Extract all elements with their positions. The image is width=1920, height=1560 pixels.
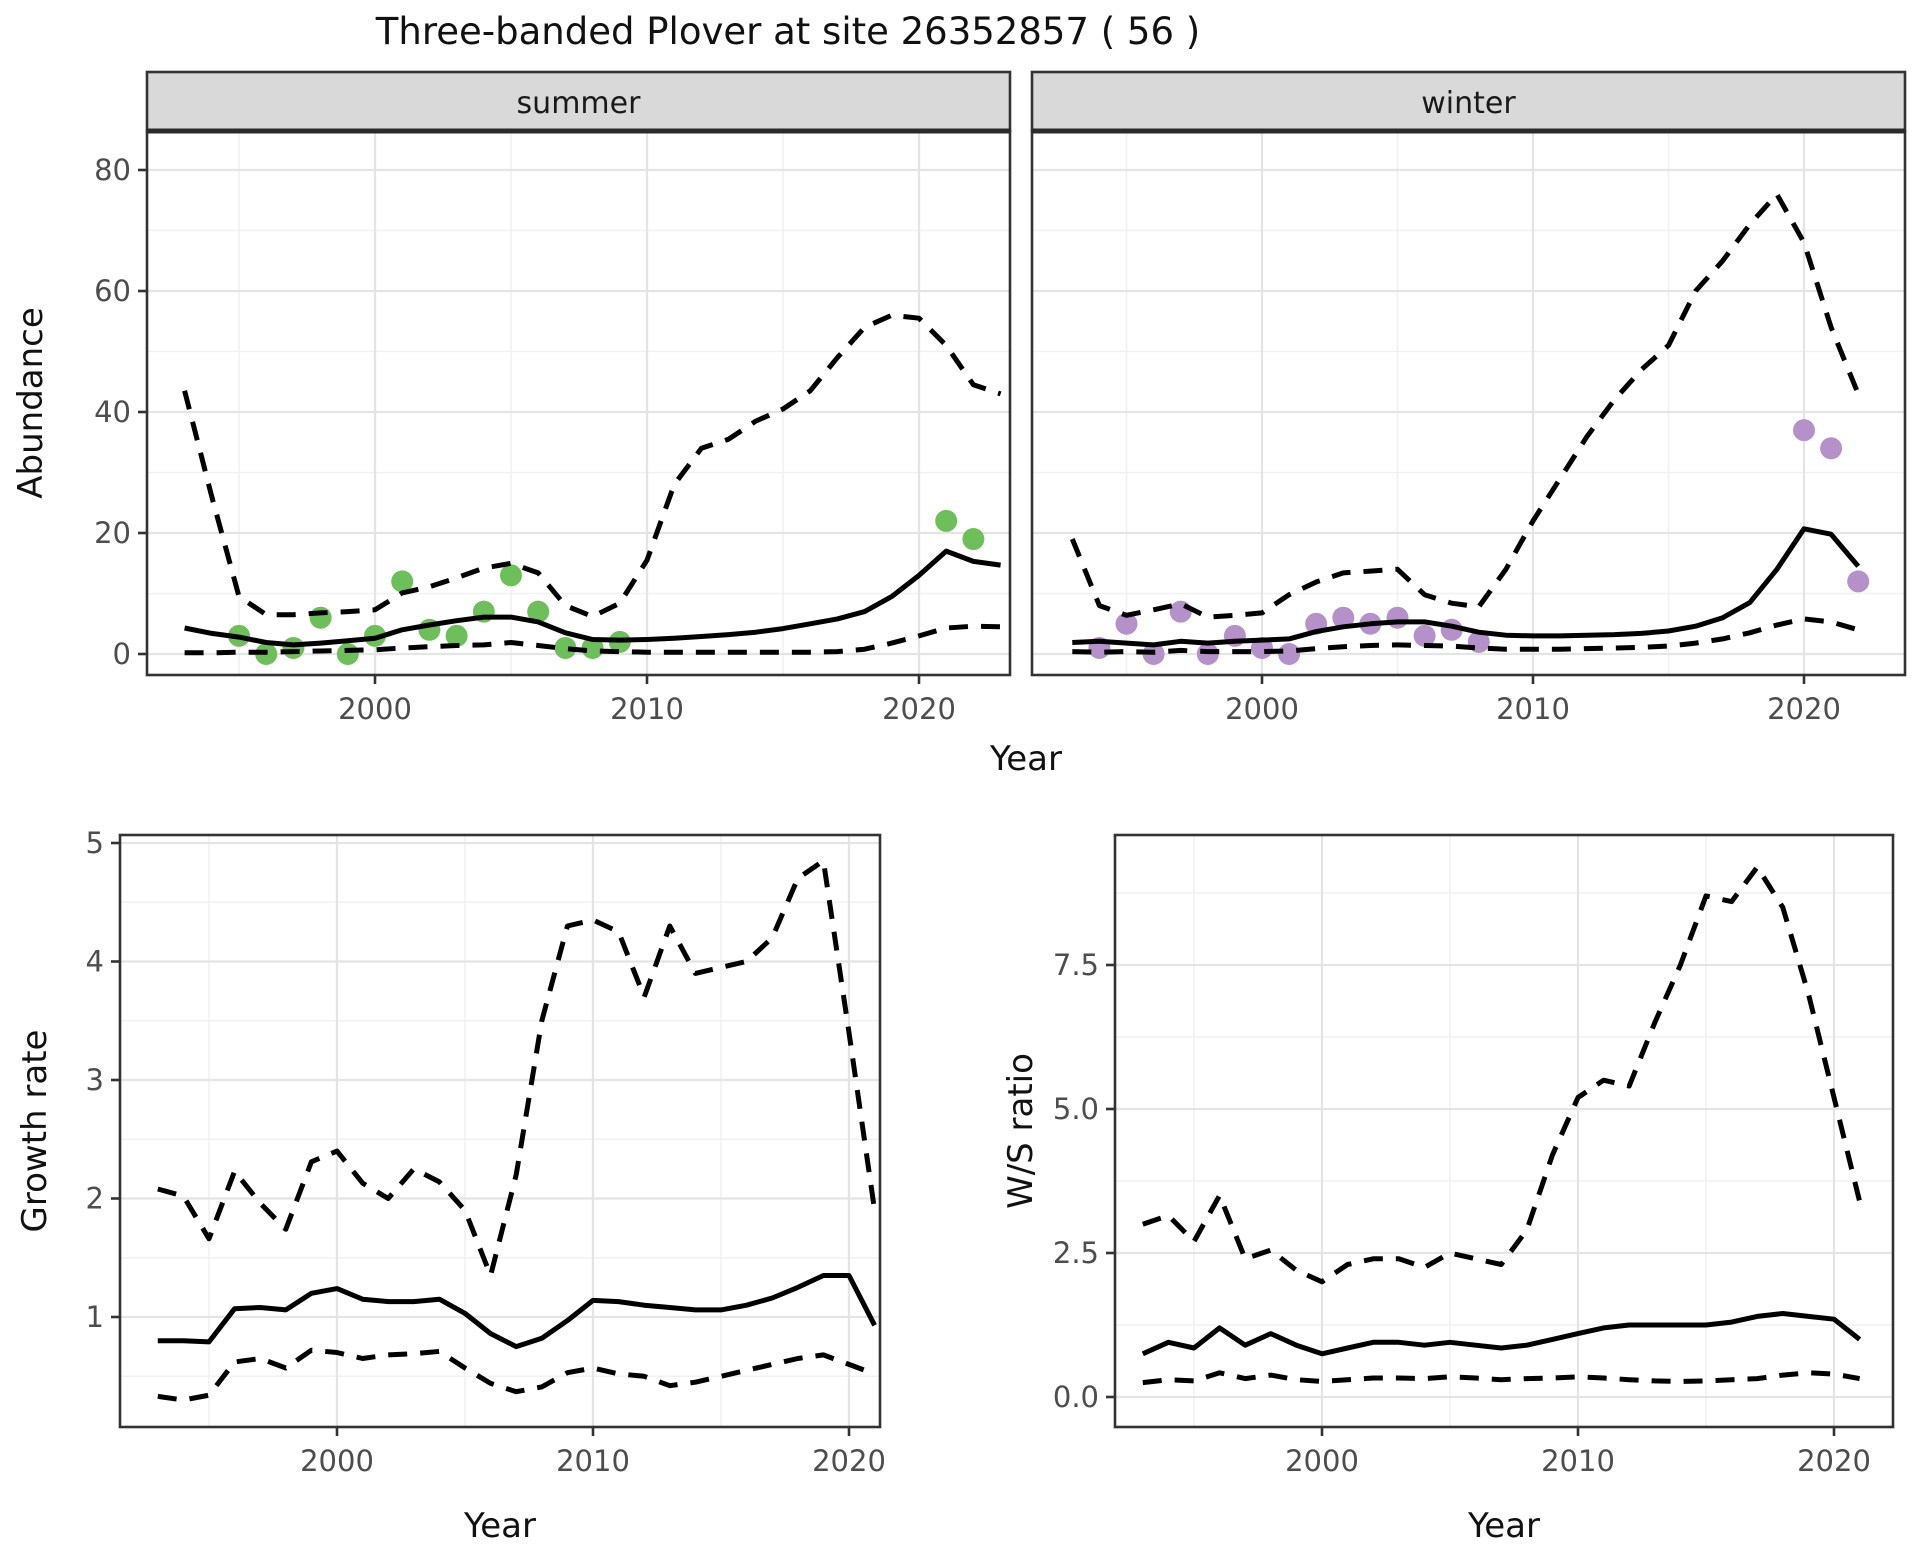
series-lower-ci-winter xyxy=(1072,616,1859,655)
y-axis-title-ws-ratio: W/S ratio xyxy=(1001,1053,1041,1209)
panel-summer: summer 2000 2010 2020 0 20 40 60 80 xyxy=(94,70,1012,726)
panel-border xyxy=(118,833,882,1429)
series-lower-ci-summer xyxy=(184,623,1001,656)
y-tick-label: 0.0 xyxy=(1053,1380,1099,1414)
y-tick-label: 20 xyxy=(94,516,131,550)
data-point xyxy=(1386,606,1409,629)
x-tick-label: 2010 xyxy=(556,1444,630,1478)
x-axis-title-top: Year xyxy=(989,739,1062,779)
gridlines xyxy=(147,131,1010,675)
facet-strip-label: winter xyxy=(1421,86,1516,121)
series-ws-upper-ci xyxy=(1142,864,1863,1285)
axis-growth-rate: 2000 2010 2020 1 2 3 4 5 xyxy=(86,826,886,1478)
axis-ws-ratio: 2000 2010 2020 0.0 2.5 5.0 7.5 xyxy=(1053,948,1871,1478)
series-growth-upper-ci xyxy=(157,858,878,1278)
panel-background xyxy=(1115,835,1893,1427)
y-axis-title-growth-rate: Growth rate xyxy=(15,1030,55,1233)
data-point xyxy=(962,528,985,551)
y-tick-label: 3 xyxy=(86,1063,104,1097)
y-tick-label: 80 xyxy=(94,153,131,187)
series-ws-median xyxy=(1141,1311,1862,1357)
axis-summer: 2000 2010 2020 0 20 40 60 80 xyxy=(94,153,956,726)
data-point xyxy=(935,509,958,532)
x-tick-label: 2000 xyxy=(1225,692,1299,726)
y-axis-title-abundance: Abundance xyxy=(11,307,51,499)
series-ws-lower-ci xyxy=(1142,1370,1861,1386)
y-tick-label: 7.5 xyxy=(1053,948,1099,982)
series-upper-ci-summer xyxy=(182,312,1002,619)
series-upper-ci-winter xyxy=(1069,191,1861,620)
data-point xyxy=(554,636,577,659)
data-point xyxy=(1332,606,1355,629)
data-point xyxy=(282,636,305,659)
y-tick-label: 2 xyxy=(86,1182,104,1216)
chart-title: Three-banded Plover at site 26352857 ( 5… xyxy=(375,10,1200,53)
facet-strip-winter: winter xyxy=(1030,70,1907,134)
series-growth-median xyxy=(157,1273,877,1350)
data-point xyxy=(336,643,359,665)
panel-growth-rate: 2000 2010 2020 1 2 3 4 5 xyxy=(86,826,886,1478)
data-point xyxy=(500,564,522,587)
panel-background xyxy=(120,835,880,1427)
y-tick-label: 40 xyxy=(94,395,131,429)
series-growth-lower-ci xyxy=(157,1347,876,1403)
data-point xyxy=(1820,437,1843,460)
y-tick-label: 0 xyxy=(113,637,131,671)
y-tick-label: 4 xyxy=(86,945,104,979)
panel-ws-ratio: 2000 2010 2020 0.0 2.5 5.0 7.5 xyxy=(1053,833,1895,1478)
x-tick-label: 2000 xyxy=(300,1444,374,1478)
gridlines xyxy=(1032,131,1905,675)
data-point xyxy=(1115,612,1138,635)
data-point xyxy=(1413,624,1436,647)
data-point xyxy=(391,570,414,593)
x-tick-label: 2000 xyxy=(1285,1444,1359,1478)
data-point xyxy=(1793,419,1815,442)
data-point xyxy=(581,636,604,659)
x-tick-label: 2010 xyxy=(1541,1444,1615,1478)
panel-background xyxy=(147,131,1010,675)
y-tick-label: 60 xyxy=(94,274,131,308)
x-tick-label: 2020 xyxy=(1797,1444,1871,1478)
facet-strip-label: summer xyxy=(517,86,642,121)
x-tick-label: 2000 xyxy=(338,692,412,726)
x-axis-title-growth: Year xyxy=(463,1506,536,1546)
data-point xyxy=(1169,600,1192,623)
panel-border xyxy=(1113,833,1895,1429)
x-tick-label: 2010 xyxy=(610,692,684,726)
data-point xyxy=(1278,643,1301,665)
data-point xyxy=(445,624,468,647)
y-tick-label: 2.5 xyxy=(1053,1236,1099,1270)
series-model-median-summer xyxy=(184,548,1001,648)
y-tick-label: 1 xyxy=(86,1300,104,1334)
y-tick-label: 5.0 xyxy=(1053,1092,1099,1126)
data-point xyxy=(527,600,550,623)
gridlines xyxy=(1115,835,1893,1427)
x-tick-label: 2020 xyxy=(1767,692,1841,726)
facet-strip-summer: summer xyxy=(145,70,1012,134)
x-tick-label: 2010 xyxy=(1496,692,1570,726)
gridlines xyxy=(120,835,880,1427)
panel-winter: winter 2000 2010 2020 xyxy=(1030,70,1907,726)
x-axis-title-ws: Year xyxy=(1467,1506,1540,1546)
y-tick-label: 5 xyxy=(86,826,104,860)
x-tick-label: 2020 xyxy=(882,692,956,726)
axis-winter: 2000 2010 2020 xyxy=(1225,675,1841,726)
x-tick-label: 2020 xyxy=(812,1444,886,1478)
data-point xyxy=(309,606,332,629)
panel-background xyxy=(1032,131,1905,675)
data-point xyxy=(1847,570,1870,593)
series-model-median-winter xyxy=(1072,526,1861,648)
